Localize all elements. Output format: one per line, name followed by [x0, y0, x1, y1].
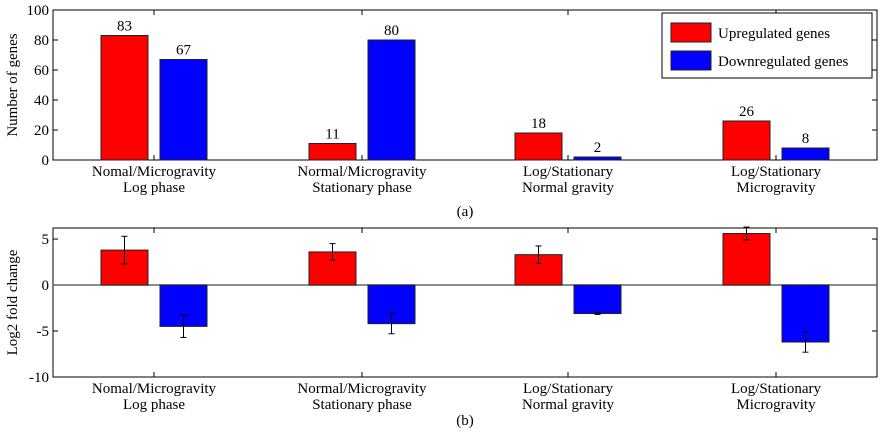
downregulated-bar: [573, 156, 622, 161]
data-label: 2: [594, 140, 602, 156]
y-tick-label: 80: [34, 33, 49, 49]
plot-frame-a: [52, 9, 878, 161]
y-tick-label: 60: [34, 63, 49, 79]
y-axis-label: Log2 fold change: [5, 249, 21, 355]
upregulated-bar: [722, 233, 771, 286]
downregulated-bar: [781, 147, 830, 161]
data-label: 67: [176, 43, 192, 59]
x-tick-label: Nomal/Microgravity: [92, 381, 217, 397]
x-tick-label: Normal/Microgravity: [297, 164, 427, 180]
x-tick-label: Log/Stationary: [731, 381, 821, 397]
y-axis-label: Number of genes: [5, 33, 21, 136]
upregulated-bar: [722, 120, 771, 161]
x-tick-label: Normal gravity: [522, 397, 615, 413]
data-label: 8: [802, 131, 810, 147]
y-tick-label: 20: [34, 123, 49, 139]
x-tick-label: Stationary phase: [312, 180, 412, 196]
upregulated-bar: [514, 132, 563, 161]
y-tick-label: 0: [42, 153, 50, 169]
downregulated-bar: [159, 59, 208, 161]
x-tick-label: Normal gravity: [522, 180, 615, 196]
plot-frame-b: [52, 227, 878, 378]
y-tick-label: 40: [34, 93, 49, 109]
legend-label: Downregulated genes: [718, 54, 849, 70]
data-label: 26: [739, 104, 755, 120]
upregulated-bar: [308, 143, 357, 161]
downregulated-bar: [573, 284, 622, 315]
x-tick-label: Normal/Microgravity: [297, 381, 427, 397]
x-tick-label: Log/Stationary: [731, 164, 821, 180]
data-label: 83: [117, 19, 132, 35]
legend-label: Upregulated genes: [718, 26, 830, 42]
legend-swatch: [670, 50, 712, 71]
x-tick-label: Log phase: [123, 180, 185, 196]
y-tick-label: 5: [42, 232, 50, 248]
x-tick-label: Log/Stationary: [523, 164, 613, 180]
x-tick-label: Log phase: [123, 397, 185, 413]
x-tick-label: Microgravity: [736, 180, 816, 196]
legend-swatch: [670, 22, 712, 43]
y-tick-label: -5: [37, 324, 50, 340]
y-tick-label: -10: [29, 370, 49, 386]
data-label: 11: [325, 127, 339, 143]
data-label: 18: [531, 116, 546, 132]
caption-b: (b): [456, 413, 474, 429]
caption-a: (a): [457, 204, 474, 220]
y-tick-label: 100: [27, 3, 50, 19]
downregulated-bar: [367, 39, 416, 161]
x-tick-label: Microgravity: [736, 397, 816, 413]
x-tick-label: Stationary phase: [312, 397, 412, 413]
y-tick-label: 0: [42, 278, 50, 294]
upregulated-bar: [100, 35, 149, 161]
data-label: 80: [384, 23, 399, 39]
x-tick-label: Nomal/Microgravity: [92, 164, 217, 180]
x-tick-label: Log/Stationary: [523, 381, 613, 397]
